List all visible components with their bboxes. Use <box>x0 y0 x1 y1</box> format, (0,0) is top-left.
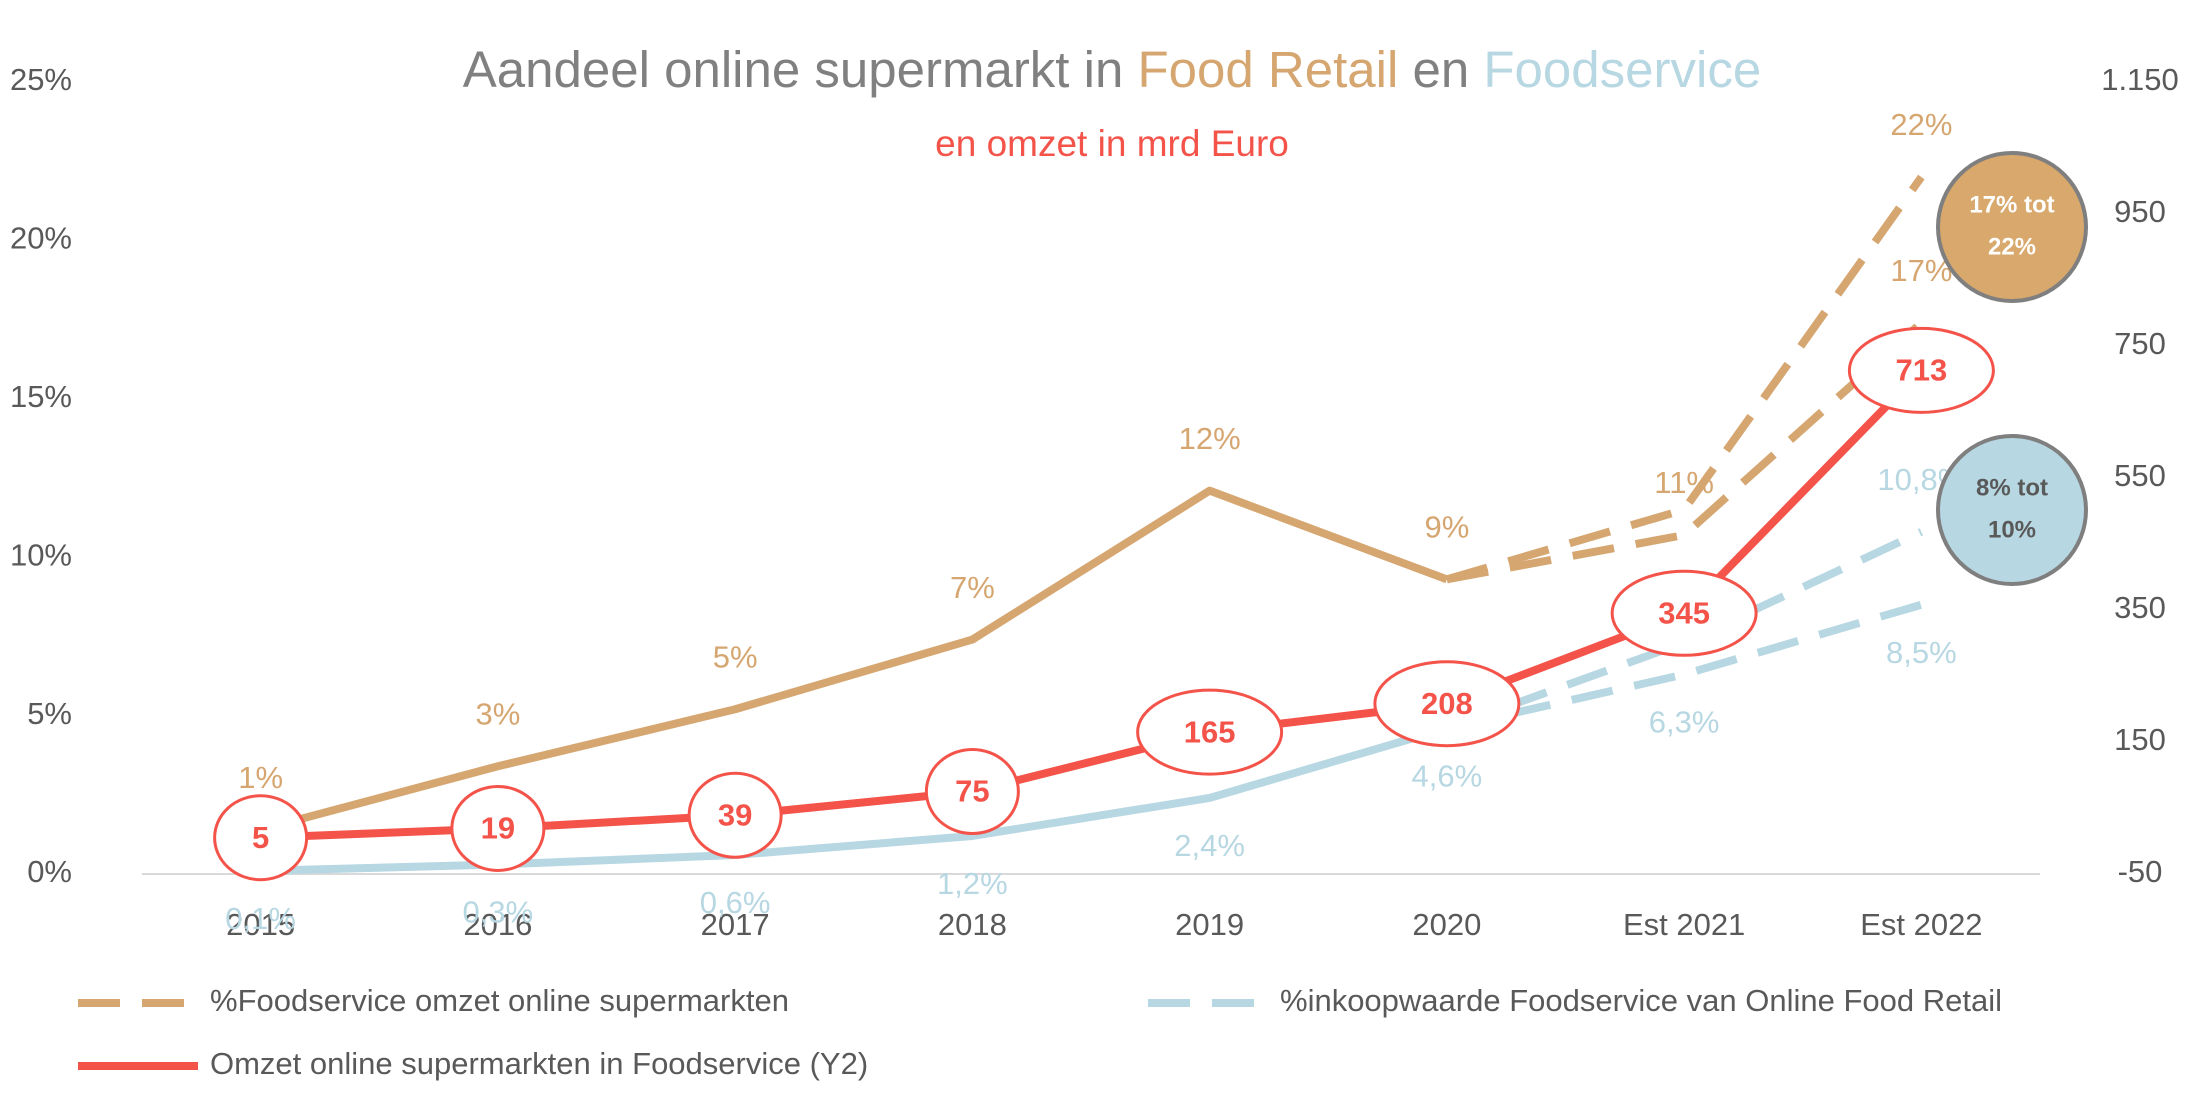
data-label: 6,3% <box>1649 705 1720 740</box>
data-label: 4,6% <box>1412 758 1483 793</box>
annotation-circle <box>1936 151 2088 303</box>
series-line <box>1446 319 1925 584</box>
x-tick-label: 2018 <box>938 907 1007 942</box>
data-point <box>1610 569 1758 657</box>
annotation-circle <box>1936 434 2088 586</box>
x-tick-label: 2016 <box>463 907 532 942</box>
data-label: 7% <box>950 570 995 605</box>
y-tick-label: 20% <box>10 221 72 256</box>
x-tick-label: 2019 <box>1175 907 1244 942</box>
data-label: 9% <box>1424 510 1469 545</box>
series-line <box>1445 174 1925 584</box>
data-label: 713 <box>1896 353 1948 388</box>
annotation-text: 17% tot <box>1969 191 2054 218</box>
data-point <box>213 794 309 882</box>
title-part: en <box>1398 41 1483 98</box>
y2-tick-label: 950 <box>2114 194 2166 229</box>
data-point <box>924 748 1020 835</box>
data-label: 1,2% <box>937 866 1008 901</box>
legend-label: %Foodservice omzet online supermarkten <box>210 983 789 1018</box>
title-part: Aandeel online supermarkt in <box>463 41 1138 98</box>
x-tick-label: Est 2022 <box>1860 907 1982 942</box>
data-label: 208 <box>1421 686 1473 721</box>
data-point <box>450 784 546 872</box>
y2-tick-label: 150 <box>2114 722 2166 757</box>
data-label: 19 <box>481 811 515 846</box>
y-tick-label: 15% <box>10 379 72 414</box>
data-label: 12% <box>1179 421 1241 456</box>
data-label: 345 <box>1658 595 1710 630</box>
data-label: 39 <box>718 797 752 832</box>
y-tick-label: 10% <box>10 537 72 572</box>
y2-tick-label: 1.150 <box>2101 62 2179 97</box>
data-label: 2,4% <box>1174 828 1245 863</box>
data-label: 1% <box>238 760 283 795</box>
annotation-text: 22% <box>1988 233 2036 260</box>
data-label: 11% <box>1654 465 1714 500</box>
annotation-text: 8% tot <box>1976 474 2048 501</box>
data-label: 75 <box>955 774 989 809</box>
series-line <box>1445 528 1924 733</box>
data-point <box>1847 326 1995 414</box>
series-line <box>1445 600 1923 733</box>
x-tick-label: 2017 <box>701 907 770 942</box>
x-tick-label: Est 2021 <box>1623 907 1745 942</box>
y2-tick-label: 350 <box>2114 590 2166 625</box>
legend-label: %inkoopwaarde Foodservice van Online Foo… <box>1280 983 2002 1018</box>
y2-tick-label: -50 <box>2118 854 2163 889</box>
y2-tick-label: 550 <box>2114 458 2166 493</box>
y-tick-label: 5% <box>27 696 72 731</box>
data-point <box>687 771 783 859</box>
chart-subtitle: en omzet in mrd Euro <box>935 123 1289 164</box>
data-label: 0,3% <box>463 895 534 930</box>
data-label: 165 <box>1184 714 1236 749</box>
y-tick-label: 25% <box>10 62 72 97</box>
data-label: 5 <box>252 820 269 855</box>
data-label: 0,1% <box>225 901 296 936</box>
chart-title: Aandeel online supermarkt in Food Retail… <box>463 41 1761 98</box>
data-label: 0,6% <box>700 885 771 920</box>
annotation-text: 10% <box>1988 516 2036 543</box>
data-label: 22% <box>1890 107 1952 142</box>
data-label: 3% <box>475 696 520 731</box>
y-tick-label: 0% <box>27 854 72 889</box>
data-point <box>1373 660 1521 748</box>
series-line <box>260 724 1449 875</box>
data-label: 5% <box>713 639 758 674</box>
data-label: 17% <box>1890 253 1952 288</box>
title-part: Foodservice <box>1483 41 1761 98</box>
y2-tick-label: 750 <box>2114 326 2166 361</box>
data-point <box>1136 688 1284 776</box>
x-tick-label: 2015 <box>226 907 295 942</box>
title-part: Food Retail <box>1138 41 1399 98</box>
x-tick-label: 2020 <box>1412 907 1481 942</box>
legend-label: Omzet online supermarkten in Foodservice… <box>210 1046 868 1081</box>
series-line <box>259 486 1449 834</box>
data-label: 8,5% <box>1886 635 1957 670</box>
